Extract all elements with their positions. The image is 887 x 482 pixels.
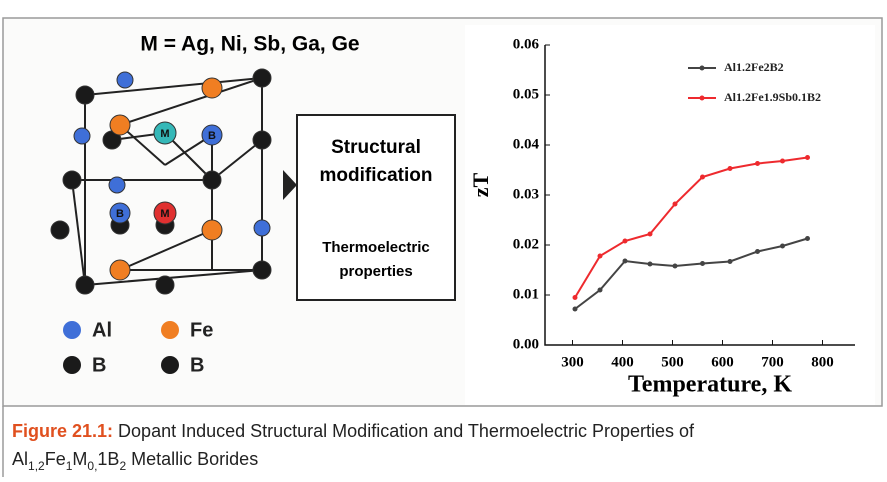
data-point — [672, 201, 678, 207]
legend-label: B — [92, 354, 106, 376]
box-text: Thermoelectric properties — [322, 239, 430, 280]
data-point — [700, 174, 705, 180]
x-tick-label: 800 — [811, 354, 834, 370]
data-point — [780, 158, 785, 164]
data-point — [647, 231, 653, 237]
caption-text: Dopant Induced Structural Modification a… — [118, 421, 695, 441]
caption-subscript: 1,2 — [28, 459, 45, 473]
y-tick-label: 0.06 — [513, 36, 540, 52]
caption-label: Figure 21.1: — [12, 421, 113, 441]
legend-label: Al1.2Fe2B2 — [724, 60, 784, 74]
legend-swatch — [161, 321, 179, 339]
y-tick-label: 0.01 — [513, 286, 539, 302]
legend-label: B — [190, 354, 204, 376]
legend-marker — [699, 95, 705, 101]
caption-subscript: 0, — [87, 459, 97, 473]
legend-label: Al — [92, 319, 112, 341]
y-axis-label: zT — [468, 172, 493, 197]
data-point — [622, 258, 628, 264]
series-line — [574, 156, 808, 299]
data-point — [700, 261, 705, 266]
series-line — [574, 237, 808, 310]
data-point — [755, 249, 760, 254]
y-tick-label: 0.05 — [513, 86, 539, 102]
caption-text: Al — [12, 449, 28, 469]
x-tick-label: 600 — [711, 354, 734, 370]
caption-text: Fe — [45, 449, 66, 469]
caption-text: 1B — [97, 449, 119, 469]
atom-label: B — [208, 130, 216, 142]
legend-label: Al1.2Fe1.9Sb0.1B2 — [724, 90, 821, 104]
caption-line: Figure 21.1: Dopant Induced Structural M… — [12, 421, 695, 441]
data-point — [727, 259, 733, 264]
caption-line: Al1,2Fe1M0,1B2 Metallic Borides — [12, 449, 258, 473]
data-point — [755, 161, 760, 166]
x-tick-label: 700 — [761, 354, 784, 370]
arrow — [283, 170, 297, 200]
atoms — [50, 68, 272, 295]
caption-text: M — [72, 449, 87, 469]
legend-label: Fe — [190, 319, 213, 341]
atom-label: M — [160, 128, 169, 140]
x-tick-label: 400 — [611, 354, 634, 370]
chart: 0.00 0.01 0.02 0.03 0.04 0.05 0.06 300 400 500 600… — [465, 25, 875, 405]
y-tick-label: 0.00 — [513, 336, 539, 352]
box-heading: Structural modification — [320, 137, 433, 186]
data-point — [805, 236, 810, 241]
caption-subscript: 1 — [66, 459, 73, 473]
diagram-title: M = Ag, Ni, Sb, Ga, Ge — [140, 33, 359, 56]
data-point — [572, 306, 578, 312]
atom-label: B — [116, 208, 124, 220]
legend-marker — [699, 65, 705, 71]
data-point — [780, 243, 785, 249]
legend-swatch — [63, 321, 81, 339]
data-point — [572, 295, 578, 300]
y-tick-label: 0.02 — [513, 236, 539, 252]
x-tick-label: 300 — [561, 354, 584, 370]
data-point — [597, 287, 603, 293]
legend-swatch — [161, 356, 179, 374]
y-tick-label: 0.04 — [513, 136, 540, 152]
caption-subscript: 2 — [119, 459, 126, 473]
data-point — [805, 155, 810, 160]
caption-text: Metallic Borides — [126, 449, 258, 469]
data-point — [727, 166, 733, 171]
data-point — [647, 261, 653, 267]
x-axis-label: Temperature, K — [628, 372, 792, 398]
legend-swatch — [63, 356, 81, 374]
process-box — [296, 114, 456, 301]
x-tick-label: 500 — [661, 354, 684, 370]
y-tick-label: 0.03 — [513, 186, 539, 202]
data-point — [622, 238, 628, 244]
atom-label: M — [160, 208, 169, 220]
chart-background — [465, 25, 875, 405]
data-point — [597, 253, 603, 259]
data-point — [672, 263, 678, 269]
